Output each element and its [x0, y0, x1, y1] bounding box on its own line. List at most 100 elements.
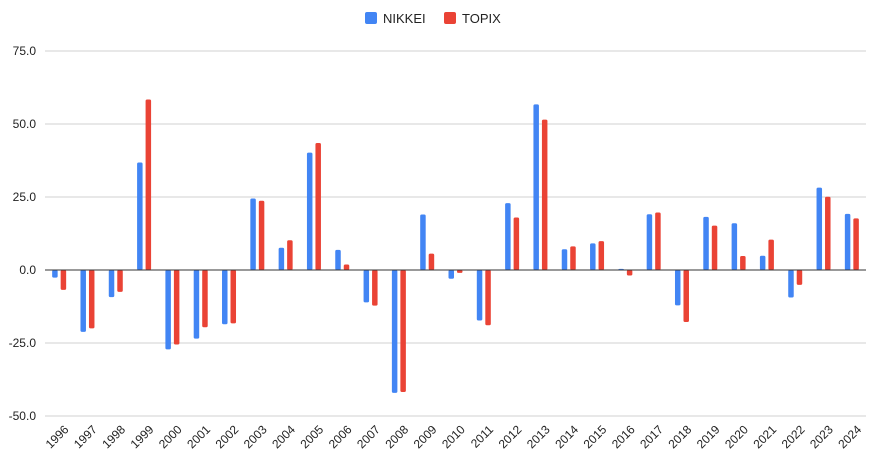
bar-topix-2013: [541, 119, 548, 271]
bar-nikkei-2004: [278, 247, 285, 270]
bar-topix-1998: [117, 270, 123, 292]
x-tick-label: 2004: [269, 422, 298, 451]
bar-topix-1996: [60, 270, 67, 290]
bar-topix-2001: [202, 270, 208, 328]
bar-nikkei-2018: [674, 270, 681, 306]
bar-nikkei-2006: [335, 249, 341, 270]
bar-nikkei-1998: [108, 270, 115, 298]
bar-topix-2007: [372, 270, 378, 306]
y-axis: 75.0 50.0 25.0 0.0 -25.0 -50.0: [9, 44, 37, 423]
x-tick-label: 2006: [326, 422, 355, 451]
bar-topix-2020: [740, 255, 746, 270]
bar-topix-2017: [655, 212, 661, 270]
bar-nikkei-2020: [731, 223, 738, 270]
x-tick-label: 1996: [43, 422, 72, 451]
x-tick-label: 2007: [354, 422, 383, 451]
x-tick-label: 1998: [99, 422, 128, 451]
x-tick-label: 2010: [439, 422, 468, 451]
bar-nikkei-2001: [193, 270, 200, 339]
x-tick-label: 1999: [128, 422, 157, 451]
x-tick-label: 2008: [382, 422, 411, 451]
x-tick-label: 2015: [581, 422, 610, 451]
bar-nikkei-1997: [80, 270, 86, 332]
bar-nikkei-2021: [759, 255, 766, 270]
x-tick-label: 2011: [468, 422, 496, 450]
bar-topix-2005: [315, 142, 321, 270]
y-tick-label: -50.0: [9, 409, 37, 423]
x-tick-label: 2018: [666, 422, 695, 451]
bar-nikkei-2024: [844, 213, 851, 270]
bar-topix-2014: [570, 246, 576, 270]
bar-nikkei-2011: [476, 270, 483, 321]
bar-nikkei-2000: [165, 270, 171, 350]
bar-topix-2016: [626, 270, 633, 276]
bar-topix-2012: [513, 217, 520, 270]
bar-nikkei-1999: [137, 162, 143, 270]
y-tick-label: 75.0: [13, 44, 37, 58]
x-tick-label: 1997: [71, 422, 100, 451]
bar-topix-1999: [145, 99, 152, 270]
bar-topix-2024: [853, 218, 859, 270]
x-tick-label: 2003: [241, 422, 270, 451]
bar-topix-2006: [343, 264, 350, 270]
bar-nikkei-2009: [420, 214, 426, 270]
x-tick-label: 2001: [184, 422, 213, 451]
y-tick-label: 25.0: [13, 190, 37, 204]
x-tick-label: 2005: [298, 422, 327, 451]
bar-topix-2011: [485, 270, 491, 326]
bar-topix-2023: [825, 196, 831, 270]
legend: NIKKEI TOPIX: [365, 11, 501, 26]
x-tick-label: 2017: [637, 422, 666, 451]
x-tick-label: 2013: [524, 422, 553, 451]
x-tick-label: 2024: [835, 422, 864, 451]
bar-topix-2003: [258, 200, 265, 270]
x-tick-label: 2021: [750, 422, 779, 451]
bar-topix-2021: [768, 239, 774, 270]
bar-topix-2018: [683, 270, 689, 322]
legend-label-topix: TOPIX: [462, 11, 501, 26]
legend-swatch-nikkei: [365, 12, 377, 24]
gridlines: [45, 50, 866, 417]
bar-nikkei-2007: [363, 270, 370, 303]
bar-topix-2004: [287, 240, 293, 270]
bar-topix-2022: [796, 270, 803, 285]
bar-topix-2009: [428, 253, 435, 270]
x-tick-label: 2014: [552, 422, 581, 451]
bar-nikkei-2002: [222, 270, 228, 325]
x-tick-label: 2016: [609, 422, 638, 451]
y-tick-label: 50.0: [13, 117, 37, 131]
x-tick-label: 2000: [156, 422, 185, 451]
x-tick-label: 2022: [779, 422, 808, 451]
bar-topix-2002: [230, 270, 237, 324]
y-tick-label: 0.0: [19, 263, 36, 277]
legend-swatch-topix: [444, 12, 456, 24]
bar-nikkei-2014: [561, 249, 568, 270]
bar-topix-2008: [400, 270, 406, 393]
bar-topix-2015: [598, 241, 605, 270]
x-tick-label: 2009: [411, 422, 440, 451]
bar-nikkei-2010: [448, 270, 454, 279]
bar-nikkei-2003: [250, 198, 256, 270]
bar-nikkei-2019: [703, 216, 709, 270]
bar-nikkei-1996: [52, 270, 58, 278]
x-tick-label: 2002: [213, 422, 242, 451]
legend-label-nikkei: NIKKEI: [383, 11, 426, 26]
x-axis: 1996 1997 1998 1999 2000 2001 2002 2003 2004 2005…: [43, 422, 865, 451]
bar-topix-2000: [173, 270, 180, 345]
x-tick-label: 2020: [722, 422, 751, 451]
bar-topix-2019: [711, 225, 718, 270]
bars: [52, 99, 859, 393]
x-tick-label: 2023: [807, 422, 836, 451]
bar-nikkei-2015: [590, 243, 596, 270]
bar-nikkei-2012: [505, 203, 511, 270]
bar-nikkei-2008: [391, 270, 398, 393]
bar-topix-2010: [457, 270, 463, 273]
bar-nikkei-2022: [788, 270, 794, 298]
x-tick-label: 2019: [694, 422, 723, 451]
bar-topix-1997: [88, 270, 95, 329]
bar-nikkei-2005: [306, 152, 313, 270]
x-tick-label: 2012: [496, 422, 525, 451]
bar-nikkei-2023: [816, 187, 823, 270]
bar-nikkei-2013: [533, 104, 539, 270]
